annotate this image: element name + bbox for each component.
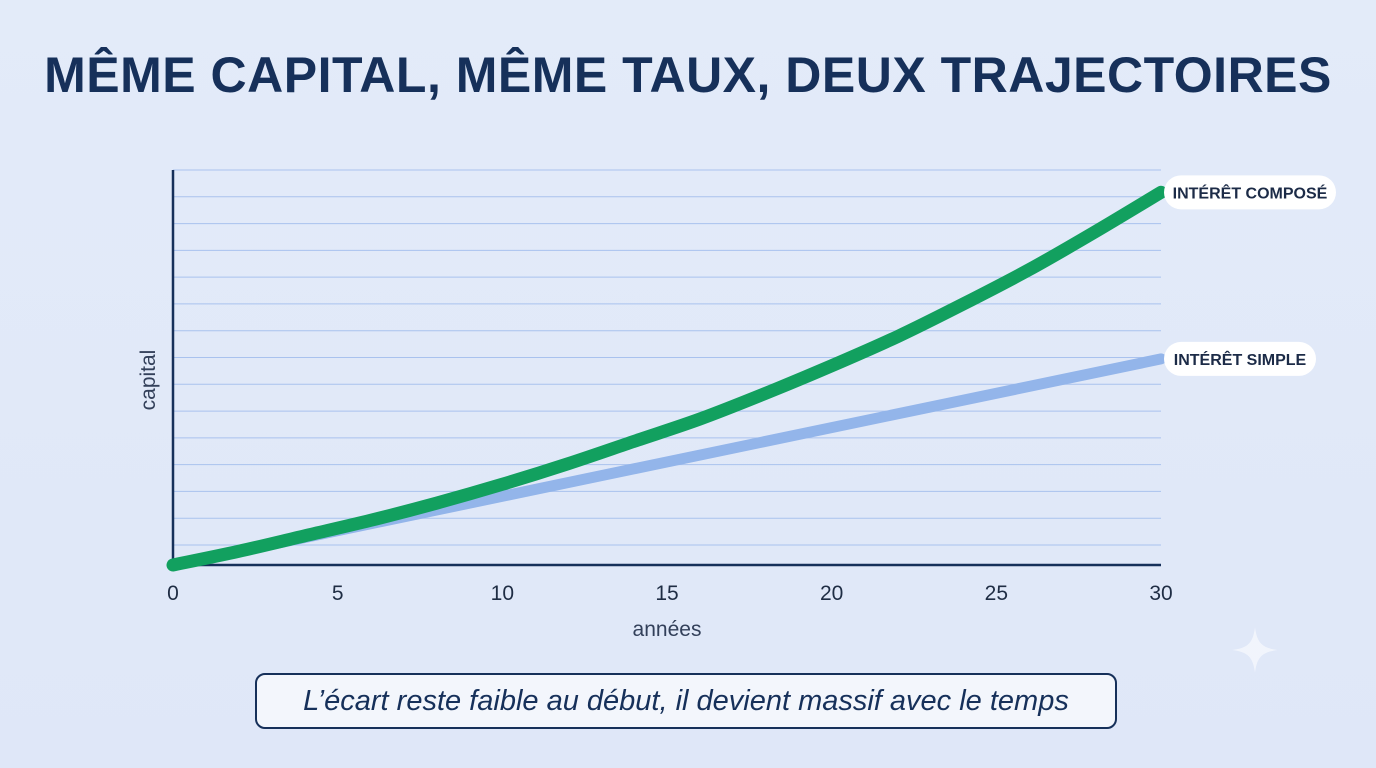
series-label-compound: INTÉRÊT COMPOSÉ — [1164, 175, 1336, 210]
x-tick-labels: 0 5 10 15 20 25 30 — [167, 582, 1173, 605]
series-label-simple: INTÉRÊT SIMPLE — [1164, 341, 1316, 376]
x-axis-label: années — [633, 618, 702, 641]
x-tick-label: 25 — [985, 582, 1008, 605]
x-tick-label: 0 — [167, 582, 179, 605]
series-name: INTÉRÊT COMPOSÉ — [1173, 183, 1328, 202]
series-line-compound — [166, 185, 1168, 572]
caption-box: L’écart reste faible au début, il devien… — [255, 673, 1117, 729]
x-tick-label: 15 — [655, 582, 678, 605]
chart-title: MÊME CAPITAL, MÊME TAUX, DEUX TRAJECTOIR… — [44, 47, 1332, 103]
sparkle-icon — [1232, 627, 1278, 673]
x-tick-label: 10 — [491, 582, 514, 605]
caption-text: L’écart reste faible au début, il devien… — [303, 684, 1069, 717]
series-lines — [166, 185, 1168, 572]
label-pill — [1164, 341, 1316, 376]
axes — [171, 170, 1161, 567]
label-pill — [1164, 175, 1336, 210]
x-tick-label: 5 — [332, 582, 344, 605]
x-tick-label: 20 — [820, 582, 843, 605]
y-axis-label: capital — [137, 350, 160, 411]
series-labels: INTÉRÊT SIMPLE INTÉRÊT COMPOSÉ — [1164, 175, 1336, 376]
series-name: INTÉRÊT SIMPLE — [1174, 350, 1307, 369]
x-tick-label: 30 — [1149, 582, 1172, 605]
grid-lines — [173, 169, 1161, 546]
